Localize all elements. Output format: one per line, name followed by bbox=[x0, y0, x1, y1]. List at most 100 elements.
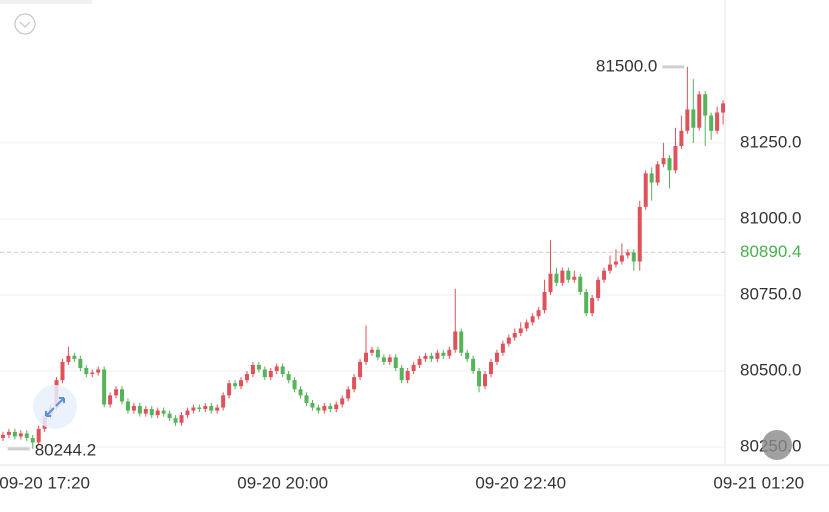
candle-body bbox=[637, 206, 642, 262]
candle-body bbox=[429, 355, 434, 359]
candle-body bbox=[655, 164, 660, 183]
y-tick-label: 80500.0 bbox=[740, 361, 801, 380]
candle-body bbox=[459, 331, 464, 353]
candle-body bbox=[280, 366, 285, 375]
candle-body bbox=[179, 415, 184, 423]
candle-body bbox=[488, 361, 493, 375]
candle-body bbox=[703, 94, 708, 116]
x-tick-label: 09-20 17:20 bbox=[0, 473, 90, 492]
candle-body bbox=[185, 410, 190, 416]
candle-body bbox=[131, 406, 136, 411]
candle-body bbox=[6, 431, 11, 435]
candle-body bbox=[613, 261, 618, 265]
candle-body bbox=[274, 366, 279, 372]
max-label: 81500.0 bbox=[596, 56, 657, 75]
candle-body bbox=[453, 331, 458, 350]
candle-body bbox=[78, 358, 83, 368]
candle-body bbox=[173, 418, 178, 423]
candle-body bbox=[108, 395, 113, 405]
y-tick-label: 81250.0 bbox=[740, 132, 801, 151]
candle-body bbox=[18, 433, 23, 437]
candle-body bbox=[304, 395, 309, 403]
candle-body bbox=[494, 352, 499, 362]
candle-body bbox=[346, 389, 351, 399]
candle-body bbox=[512, 333, 517, 338]
candle-body bbox=[584, 291, 589, 314]
candle-body bbox=[625, 252, 630, 256]
candle-body bbox=[310, 402, 315, 408]
candle-body bbox=[363, 352, 368, 362]
candle-body bbox=[149, 409, 154, 416]
candle-body bbox=[256, 364, 261, 370]
candle-body bbox=[286, 374, 291, 381]
candle-body bbox=[119, 389, 124, 402]
candle-body bbox=[328, 406, 333, 410]
candle-body bbox=[316, 407, 321, 411]
candle-body bbox=[66, 355, 71, 362]
current-price-label: 80890.4 bbox=[740, 242, 801, 261]
expand-button[interactable] bbox=[33, 385, 77, 429]
candle-body bbox=[96, 369, 101, 373]
y-tick-label: 80750.0 bbox=[740, 284, 801, 303]
reset-button[interactable] bbox=[762, 430, 792, 460]
x-tick-label: 09-20 20:00 bbox=[237, 473, 328, 492]
candle-body bbox=[691, 109, 696, 128]
candle-body bbox=[619, 255, 624, 262]
candle-body bbox=[649, 173, 654, 183]
candle-body bbox=[554, 273, 559, 283]
candle-body bbox=[352, 377, 357, 390]
candle-body bbox=[411, 364, 416, 372]
candle-body bbox=[721, 103, 725, 113]
candle-body bbox=[36, 428, 41, 443]
candle-body bbox=[536, 310, 541, 317]
x-tick-label: 09-21 01:20 bbox=[713, 473, 804, 492]
candle-body bbox=[524, 322, 529, 329]
candle-body bbox=[244, 374, 249, 381]
candle-body bbox=[697, 94, 702, 128]
candle-body bbox=[685, 109, 690, 131]
candle-body bbox=[477, 371, 482, 387]
labels: 80250.080500.080750.081000.081250.009-20… bbox=[0, 56, 827, 492]
candle-body bbox=[679, 130, 684, 146]
top-tab bbox=[0, 0, 92, 4]
candle-body bbox=[399, 367, 404, 381]
candle-body bbox=[709, 115, 714, 131]
candle-body bbox=[417, 358, 422, 365]
candle-body bbox=[393, 357, 398, 368]
candle-body bbox=[298, 389, 303, 396]
collapse-button[interactable] bbox=[14, 13, 36, 35]
candle-body bbox=[465, 352, 470, 359]
candle-body bbox=[221, 395, 226, 408]
candle-body bbox=[435, 352, 440, 359]
candle-body bbox=[155, 410, 160, 416]
candle-body bbox=[340, 398, 345, 405]
candle-body bbox=[60, 361, 65, 381]
candle-body bbox=[209, 406, 214, 411]
candle-body bbox=[227, 383, 232, 396]
candle-body bbox=[233, 383, 238, 387]
candle-body bbox=[334, 404, 339, 410]
candle-body bbox=[197, 407, 202, 410]
candle-body bbox=[375, 349, 380, 358]
candle-body bbox=[203, 406, 208, 410]
candle-body bbox=[560, 270, 565, 283]
candle-body bbox=[167, 413, 172, 419]
grid bbox=[0, 142, 725, 448]
candle-body bbox=[84, 367, 89, 375]
current-price-bg bbox=[727, 240, 827, 265]
candle-body bbox=[673, 145, 678, 171]
candle-body bbox=[447, 349, 452, 356]
candle-body bbox=[506, 337, 511, 344]
candle-body bbox=[268, 371, 273, 378]
candle-body bbox=[250, 364, 255, 375]
x-tick-label: 09-20 22:40 bbox=[475, 473, 566, 492]
candle-body bbox=[518, 328, 523, 334]
candle-body bbox=[667, 158, 672, 171]
candle-body bbox=[239, 380, 244, 387]
candle-body bbox=[530, 316, 535, 323]
candle-body bbox=[596, 279, 601, 299]
candle-body bbox=[441, 352, 446, 356]
candle-body bbox=[161, 410, 166, 414]
